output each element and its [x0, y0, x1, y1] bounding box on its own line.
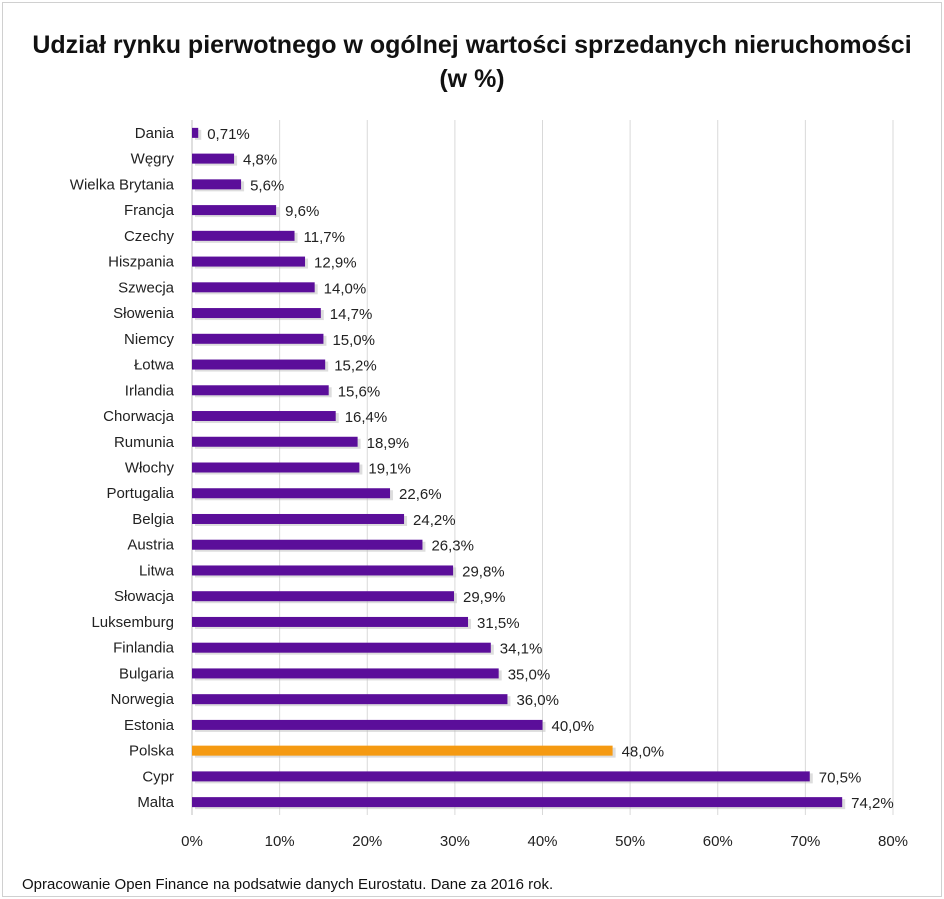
- x-tick-label: 20%: [352, 833, 382, 850]
- x-tick-label: 80%: [878, 833, 908, 850]
- category-label: Irlandia: [125, 382, 175, 399]
- data-label: 0,71%: [207, 126, 250, 143]
- data-label: 9,6%: [285, 203, 319, 220]
- bar: [192, 539, 423, 550]
- category-label: Finlandia: [113, 640, 175, 657]
- data-label: 11,7%: [304, 229, 345, 246]
- category-label: Austria: [127, 537, 174, 554]
- bar: [192, 256, 306, 267]
- bar: [192, 385, 329, 396]
- data-label: 31,5%: [477, 615, 520, 632]
- bar: [192, 127, 199, 138]
- x-tick-label: 40%: [527, 833, 557, 850]
- bar: [192, 565, 454, 576]
- data-label: 18,9%: [367, 435, 410, 452]
- data-label: 48,0%: [622, 744, 665, 761]
- data-label: 70,5%: [819, 769, 862, 786]
- data-label: 19,1%: [368, 461, 411, 478]
- bar: [192, 230, 295, 241]
- category-label: Malta: [137, 794, 174, 811]
- bar: [192, 411, 336, 422]
- data-label: 14,0%: [324, 280, 367, 297]
- bar: [192, 745, 613, 756]
- category-label: Francja: [124, 202, 175, 219]
- data-label: 35,0%: [508, 666, 551, 683]
- data-label: 36,0%: [516, 692, 559, 709]
- x-tick-label: 70%: [790, 833, 820, 850]
- category-label: Włochy: [125, 460, 175, 477]
- data-label: 74,2%: [851, 795, 894, 812]
- bar: [192, 591, 454, 602]
- bar: [192, 308, 321, 319]
- bar: [192, 488, 391, 499]
- data-label: 26,3%: [431, 538, 474, 555]
- category-label: Słowenia: [113, 305, 175, 322]
- bar: [192, 436, 358, 447]
- data-label: 22,6%: [399, 486, 442, 503]
- bar: [192, 282, 315, 293]
- category-label: Dania: [135, 125, 175, 142]
- bar: [192, 153, 235, 164]
- data-label: 15,6%: [338, 383, 381, 400]
- category-label: Hiszpania: [108, 254, 175, 271]
- data-label: 15,2%: [334, 358, 377, 375]
- category-label: Bulgaria: [119, 665, 175, 682]
- category-label: Belgia: [132, 511, 174, 528]
- bar: [192, 719, 543, 730]
- category-label: Wielka Brytania: [70, 176, 175, 193]
- data-label: 24,2%: [413, 512, 456, 529]
- bar: [192, 771, 810, 782]
- category-label: Słowacja: [114, 588, 175, 605]
- category-label: Niemcy: [124, 331, 175, 348]
- x-tick-label: 60%: [703, 833, 733, 850]
- source-note: Opracowanie Open Finance na podsatwie da…: [22, 876, 554, 893]
- category-label: Szwecja: [118, 279, 175, 296]
- data-label: 29,9%: [463, 589, 506, 606]
- bar: [192, 668, 499, 679]
- category-label: Estonia: [124, 717, 175, 734]
- category-label: Portugalia: [106, 485, 174, 502]
- category-label: Cypr: [142, 768, 174, 785]
- bar: [192, 797, 843, 808]
- category-label: Chorwacja: [103, 408, 175, 425]
- category-label: Litwa: [139, 562, 175, 579]
- category-label: Węgry: [131, 151, 175, 168]
- category-label: Czechy: [124, 228, 175, 245]
- data-label: 29,8%: [462, 563, 505, 580]
- bar: [192, 642, 491, 653]
- subtitle-line: (w %): [439, 65, 505, 93]
- category-label: Polska: [129, 743, 175, 760]
- bar: [192, 333, 324, 344]
- data-label: 16,4%: [345, 409, 388, 426]
- data-label: 5,6%: [250, 177, 284, 194]
- x-tick-label: 0%: [181, 833, 203, 850]
- bar: [192, 694, 508, 705]
- data-label: 15,0%: [332, 332, 375, 349]
- x-tick-label: 30%: [440, 833, 470, 850]
- bar: [192, 359, 326, 370]
- data-label: 34,1%: [500, 641, 543, 658]
- data-label: 14,7%: [330, 306, 373, 323]
- chart-title: Udział rynku pierwotnego w ogólnej warto…: [0, 28, 944, 96]
- category-label: Luksemburg: [91, 614, 174, 631]
- bar: [192, 205, 277, 216]
- data-label: 12,9%: [314, 255, 357, 272]
- bar: [192, 616, 469, 627]
- bar: [192, 513, 405, 524]
- category-label: Łotwa: [134, 357, 175, 374]
- category-label: Rumunia: [114, 434, 175, 451]
- x-tick-label: 10%: [265, 833, 295, 850]
- bar: [192, 179, 242, 190]
- category-label: Norwegia: [111, 691, 175, 708]
- bar: [192, 462, 360, 473]
- data-label: 40,0%: [552, 718, 595, 735]
- x-tick-label: 50%: [615, 833, 645, 850]
- data-label: 4,8%: [243, 152, 277, 169]
- title-line: Udział rynku pierwotnego w ogólnej warto…: [32, 31, 912, 59]
